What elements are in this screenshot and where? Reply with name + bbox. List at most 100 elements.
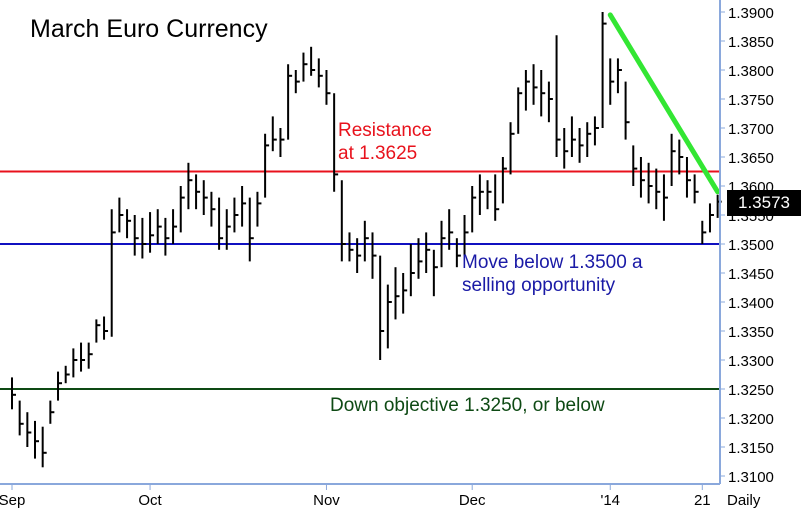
price-bar <box>386 284 392 349</box>
y-tick-label: 1.3100 <box>728 469 774 486</box>
price-bar <box>524 70 530 111</box>
price-bar <box>172 209 178 244</box>
y-tick-label: 1.3400 <box>728 295 774 312</box>
price-bar <box>371 232 377 279</box>
x-tick-label: Nov <box>313 492 340 509</box>
price-bar <box>509 122 515 175</box>
price-bar <box>302 52 308 82</box>
price-bar <box>394 267 400 320</box>
price-bar <box>310 46 316 76</box>
price-bar <box>478 174 484 215</box>
x-tick-labels: Sep Oct Nov Dec '14 21 Daily <box>0 484 761 509</box>
x-tick-label: 21 <box>694 492 711 509</box>
price-bar <box>187 162 193 210</box>
price-bar <box>271 116 277 152</box>
price-bar <box>593 116 599 146</box>
price-bar <box>555 35 561 157</box>
price-bar <box>72 348 78 378</box>
price-bar <box>294 70 300 94</box>
price-bar <box>195 174 201 210</box>
price-bar <box>701 220 707 244</box>
price-bar <box>126 209 132 239</box>
price-bar <box>616 58 622 94</box>
x-tick-label: Oct <box>138 492 162 509</box>
price-bar <box>670 133 676 186</box>
price-bar <box>563 128 569 169</box>
price-bar <box>179 186 185 233</box>
price-bar <box>218 197 224 250</box>
price-bar <box>317 58 323 88</box>
price-bar <box>693 174 699 204</box>
price-bar <box>356 238 362 273</box>
price-bar <box>639 157 645 198</box>
price-bar <box>264 133 270 198</box>
price-bar <box>440 220 446 268</box>
x-tick-label: '14 <box>600 492 620 509</box>
price-bar <box>586 122 592 157</box>
price-bar <box>118 197 124 233</box>
axes <box>0 0 721 485</box>
last-price-label: 1.3573 <box>727 190 801 216</box>
price-bar <box>632 145 638 186</box>
price-bar <box>325 70 331 105</box>
price-bar <box>655 168 661 210</box>
price-bar <box>540 70 546 117</box>
price-bar <box>708 203 714 233</box>
y-tick-label: 1.3750 <box>728 92 774 109</box>
chart-title: March Euro Currency <box>30 15 268 43</box>
trendline-group <box>607 12 721 195</box>
y-tick-label: 1.3700 <box>728 121 774 138</box>
price-bar <box>11 377 16 410</box>
y-tick-label: 1.3650 <box>728 150 774 167</box>
price-bar <box>425 232 431 273</box>
price-bar <box>501 157 507 204</box>
y-tick-label: 1.3800 <box>728 63 774 80</box>
price-bar <box>256 191 262 227</box>
price-bar <box>340 180 346 262</box>
price-bar <box>57 371 63 401</box>
price-bar <box>402 273 408 314</box>
price-bar <box>570 116 576 157</box>
price-bar <box>363 220 369 262</box>
price-bar <box>448 209 454 250</box>
y-tick-label: 1.3300 <box>728 353 774 370</box>
sell-annotation-line2: selling opportunity <box>462 274 616 296</box>
price-bar <box>417 238 423 279</box>
price-bar <box>609 58 615 105</box>
price-bar <box>494 174 500 221</box>
price-bar <box>233 197 239 233</box>
price-bar <box>202 180 208 215</box>
price-bar <box>110 209 116 337</box>
y-tick-label: 1.3150 <box>728 440 774 457</box>
y-tick-label: 1.3500 <box>728 237 774 254</box>
price-bar <box>409 244 415 297</box>
x-tick-label: Dec <box>459 492 486 509</box>
price-bar <box>241 186 247 227</box>
price-bar <box>41 426 47 468</box>
x-tick-label: Sep <box>0 492 25 509</box>
price-bar <box>333 93 339 192</box>
price-bar <box>678 139 684 175</box>
price-bar <box>64 365 70 384</box>
price-bar <box>455 238 461 268</box>
price-bars <box>11 12 722 468</box>
y-tick-label: 1.3250 <box>728 382 774 399</box>
price-bar <box>225 209 231 250</box>
sell-annotation-line1: Move below 1.3500 a <box>462 252 643 273</box>
price-bar <box>164 217 170 256</box>
price-bar <box>432 249 438 297</box>
y-tick-label: 1.3900 <box>728 5 774 22</box>
y-tick-label: 1.3850 <box>728 34 774 51</box>
price-bar <box>685 157 691 198</box>
price-bar <box>662 174 668 221</box>
y-tick-label: 1.3450 <box>728 266 774 283</box>
price-bar <box>210 191 216 227</box>
reference-lines <box>0 170 720 390</box>
price-bar <box>601 12 607 128</box>
price-bar <box>463 215 469 256</box>
price-bar <box>287 64 293 140</box>
price-bar <box>279 128 285 157</box>
price-bar <box>517 87 523 134</box>
price-bar <box>18 400 24 436</box>
